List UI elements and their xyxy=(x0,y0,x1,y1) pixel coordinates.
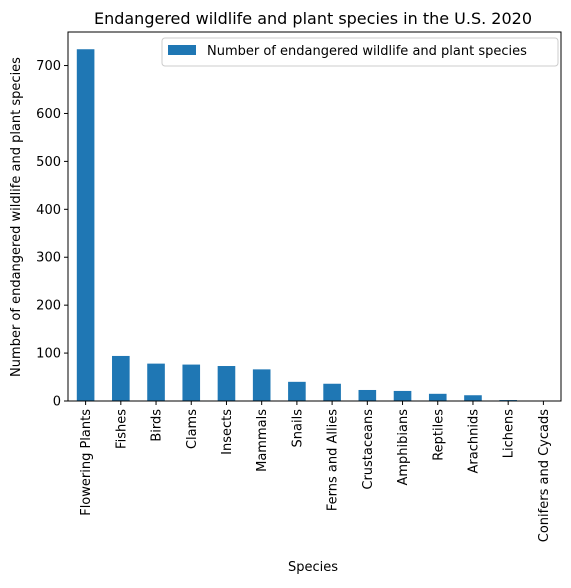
y-ticks-group: 0 100 200 300 400 500 600 700 xyxy=(36,59,68,409)
x-tick-label: Snails xyxy=(290,409,305,448)
y-tick-label: 600 xyxy=(36,107,61,122)
y-tick-label: 200 xyxy=(36,299,61,314)
x-tick-label: Fishes xyxy=(114,409,129,449)
x-tick-label: Ferns and Allies xyxy=(326,409,341,511)
bars-group xyxy=(77,49,552,401)
bar-crustaceans xyxy=(359,390,377,401)
x-tick-label: Crustaceans xyxy=(361,409,376,490)
legend: Number of endangered wildlife and plant … xyxy=(162,38,558,66)
y-axis-label: Number of endangered wildlife and plant … xyxy=(9,57,24,377)
bar-arachnids xyxy=(464,395,482,401)
y-tick-label: 700 xyxy=(36,59,61,74)
plot-frame xyxy=(68,32,561,401)
x-tick-label: Conifers and Cycads xyxy=(537,409,552,542)
y-tick-label: 0 xyxy=(53,395,61,410)
bar-ferns-and-allies xyxy=(323,384,341,401)
bar-insects xyxy=(218,366,236,401)
x-tick-label: Birds xyxy=(150,409,165,442)
bar-snails xyxy=(288,382,306,401)
x-tick-label: Mammals xyxy=(255,409,270,472)
x-tick-label: Clams xyxy=(185,409,200,449)
x-tick-label: Lichens xyxy=(502,409,517,458)
bar-mammals xyxy=(253,369,271,401)
y-tick-label: 400 xyxy=(36,203,61,218)
x-tick-label: Amphibians xyxy=(396,409,411,486)
x-ticks-group: Flowering Plants Fishes Birds Clams Insects M… xyxy=(79,401,552,542)
y-tick-label: 300 xyxy=(36,251,61,266)
legend-label: Number of endangered wildlife and plant … xyxy=(207,44,527,59)
x-tick-label: Flowering Plants xyxy=(79,409,94,516)
y-tick-label: 100 xyxy=(36,347,61,362)
bar-clams xyxy=(182,365,200,401)
x-axis-label: Species xyxy=(288,560,338,575)
bar-flowering-plants xyxy=(77,49,95,401)
bar-amphibians xyxy=(394,391,412,401)
legend-swatch xyxy=(168,45,196,55)
x-tick-label: Arachnids xyxy=(466,409,481,474)
y-tick-label: 500 xyxy=(36,155,61,170)
x-tick-label: Reptiles xyxy=(431,409,446,461)
bar-birds xyxy=(147,364,165,401)
x-tick-label: Insects xyxy=(220,409,235,455)
chart-title: Endangered wildlife and plant species in… xyxy=(94,9,532,28)
bar-fishes xyxy=(112,356,130,401)
bar-reptiles xyxy=(429,394,447,401)
